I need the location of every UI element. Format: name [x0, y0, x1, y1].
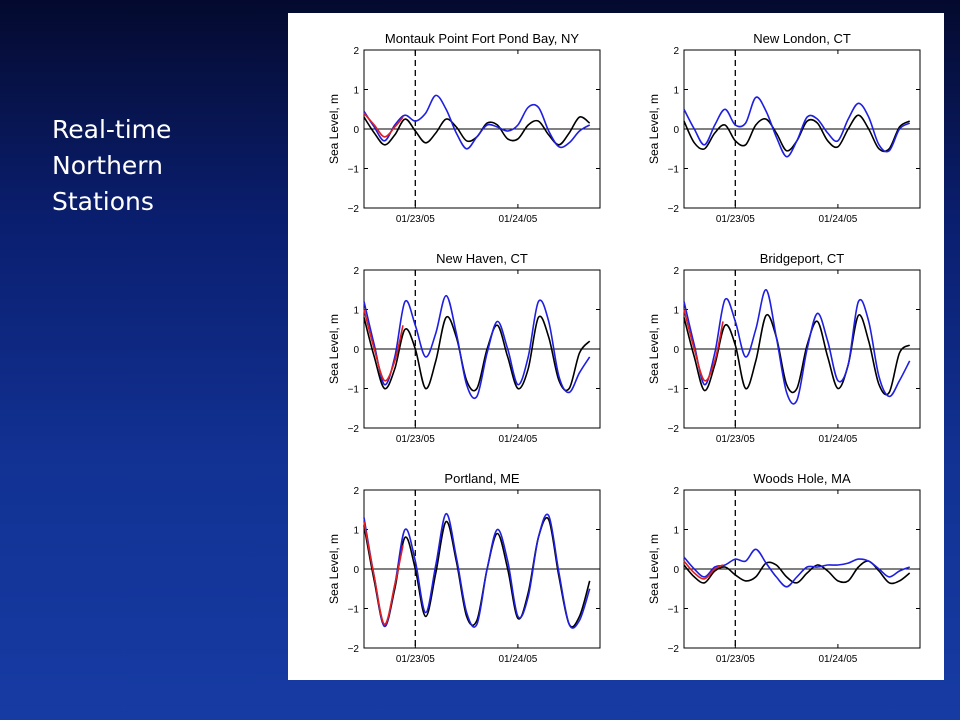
y-axis-label: Sea Level, m — [327, 534, 341, 604]
y-axis-label: Sea Level, m — [647, 314, 661, 384]
y-tick-label: 2 — [353, 266, 359, 277]
x-tick-label: 01/23/05 — [396, 654, 435, 665]
station-plot-5: Portland, ME 2 1 0 −1 −2 Sea Level, m 01/23/05 0… — [327, 471, 601, 665]
y-tick-label: 0 — [673, 345, 679, 356]
y-tick-label: 2 — [353, 486, 359, 497]
plot-title: Woods Hole, MA — [753, 471, 851, 486]
y-axis-label: Sea Level, m — [327, 94, 341, 164]
y-tick-label: −1 — [668, 605, 680, 616]
x-tick-label: 01/24/05 — [498, 214, 537, 225]
slide-title-line-1: Real-time — [52, 115, 172, 144]
observed-line — [683, 288, 911, 405]
station-plot-1: Montauk Point Fort Pond Bay, NY 2 1 0 −1 −2 Se… — [327, 31, 601, 225]
y-tick-label: 1 — [353, 526, 359, 537]
plot-title: Portland, ME — [444, 471, 519, 486]
plot-title: Montauk Point Fort Pond Bay, NY — [385, 31, 579, 46]
y-tick-label: −2 — [348, 424, 360, 435]
y-tick-label: −2 — [348, 204, 360, 215]
y-tick-label: 0 — [353, 345, 359, 356]
y-tick-label: −2 — [668, 204, 680, 215]
plot-title: Bridgeport, CT — [760, 251, 845, 266]
plot-title: New London, CT — [753, 31, 851, 46]
x-tick-label: 01/24/05 — [818, 214, 857, 225]
y-tick-label: 1 — [673, 526, 679, 537]
y-tick-label: −1 — [668, 165, 680, 176]
y-tick-label: 1 — [673, 306, 679, 317]
station-plot-6: Woods Hole, MA 2 1 0 −1 −2 Sea Level, m 01/23/0… — [647, 471, 921, 665]
y-tick-label: 2 — [673, 46, 679, 57]
y-tick-label: 2 — [673, 266, 679, 277]
station-plot-4: Bridgeport, CT 2 1 0 −1 −2 Sea Level, m 01/23/0… — [647, 251, 921, 445]
y-tick-label: 0 — [353, 565, 359, 576]
figure-panel: Montauk Point Fort Pond Bay, NY 2 1 0 −1 −2 Se… — [288, 13, 944, 680]
y-axis-label: Sea Level, m — [327, 314, 341, 384]
y-axis-label: Sea Level, m — [647, 534, 661, 604]
y-tick-label: −1 — [348, 605, 360, 616]
y-tick-label: −1 — [668, 385, 680, 396]
x-tick-label: 01/23/05 — [716, 214, 755, 225]
y-tick-label: 0 — [353, 125, 359, 136]
observed-line — [683, 96, 911, 158]
observed-line — [363, 512, 591, 629]
forecast-line — [363, 309, 404, 382]
x-tick-label: 01/24/05 — [818, 654, 857, 665]
observed-line — [363, 94, 591, 150]
observed-line — [363, 294, 591, 400]
forecast-line — [363, 112, 404, 138]
y-tick-label: 2 — [673, 486, 679, 497]
y-tick-label: −1 — [348, 385, 360, 396]
y-tick-label: 1 — [673, 86, 679, 97]
y-tick-label: −2 — [348, 644, 360, 655]
slide-title: Real-time Northern Stations — [52, 112, 252, 220]
forecast-line — [363, 521, 404, 626]
predicted-tide-line — [683, 560, 911, 585]
y-tick-label: 1 — [353, 306, 359, 317]
y-tick-label: −2 — [668, 424, 680, 435]
plot-title: New Haven, CT — [436, 251, 528, 266]
x-tick-label: 01/23/05 — [716, 654, 755, 665]
y-tick-label: −1 — [348, 165, 360, 176]
y-tick-label: 2 — [353, 46, 359, 57]
x-tick-label: 01/23/05 — [396, 434, 435, 445]
predicted-tide-line — [683, 313, 911, 396]
forecast-line — [683, 309, 724, 382]
x-tick-label: 01/24/05 — [498, 434, 537, 445]
x-tick-label: 01/23/05 — [396, 214, 435, 225]
y-tick-label: 0 — [673, 565, 679, 576]
y-tick-label: −2 — [668, 644, 680, 655]
station-plot-2: New London, CT 2 1 0 −1 −2 Sea Level, m 01/23/0… — [647, 31, 921, 225]
x-tick-label: 01/24/05 — [498, 654, 537, 665]
y-axis-label: Sea Level, m — [647, 94, 661, 164]
slide-title-line-2: Northern — [52, 151, 163, 180]
y-tick-label: 1 — [353, 86, 359, 97]
x-tick-label: 01/23/05 — [716, 434, 755, 445]
predicted-tide-line — [363, 315, 591, 392]
forecast-line — [683, 560, 724, 580]
sea-level-plots: Montauk Point Fort Pond Bay, NY 2 1 0 −1 −2 Se… — [327, 31, 921, 665]
station-plot-3: New Haven, CT 2 1 0 −1 −2 Sea Level, m 01/23/05… — [327, 251, 601, 445]
x-tick-label: 01/24/05 — [818, 434, 857, 445]
y-tick-label: 0 — [673, 125, 679, 136]
slide-title-line-3: Stations — [52, 187, 154, 216]
